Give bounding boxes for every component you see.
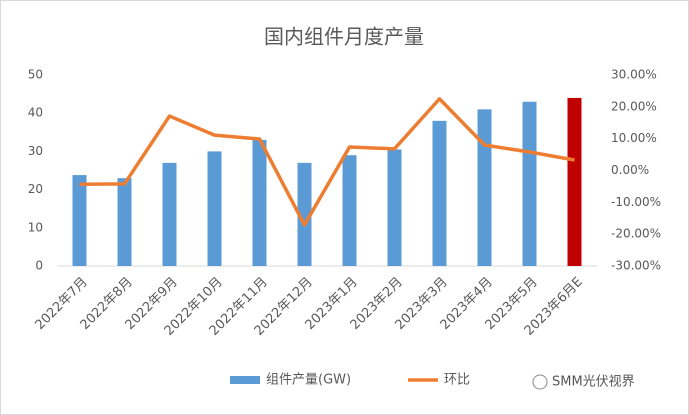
bar — [252, 139, 267, 266]
bar — [522, 101, 537, 267]
y-tick-label: 10 — [28, 220, 43, 234]
legend-label: 环比 — [444, 373, 470, 388]
y2-tick-label: -10.00% — [611, 195, 661, 209]
source-label: SMM光伏视界 — [552, 375, 635, 390]
y2-tick-label: 0.00% — [611, 163, 649, 177]
y2-tick-label: -30.00% — [611, 259, 661, 273]
y2-tick-label: 10.00% — [611, 131, 657, 145]
y-tick-label: 40 — [28, 106, 43, 120]
line — [79, 97, 575, 227]
legend-label: 组件产量(GW) — [266, 373, 351, 388]
bar — [72, 175, 87, 266]
legend-swatch — [230, 376, 260, 384]
bar — [162, 162, 177, 266]
bar — [297, 162, 312, 266]
bar — [567, 97, 582, 266]
bar — [207, 151, 222, 266]
y-tick-label: 0 — [35, 259, 43, 273]
y-tick-label: 30 — [28, 144, 43, 158]
y-tick-label: 20 — [28, 182, 43, 196]
y2-tick-label: -20.00% — [611, 227, 661, 241]
source-icon — [532, 374, 548, 390]
chart-title: 国内组件月度产量 — [264, 25, 424, 49]
y-tick-label: 50 — [28, 68, 43, 82]
bar — [432, 120, 447, 266]
bar — [477, 109, 492, 266]
bar — [387, 149, 402, 266]
bar — [117, 178, 132, 266]
y2-tick-label: 30.00% — [611, 68, 657, 82]
y2-tick-label: 20.00% — [611, 99, 657, 113]
bar — [342, 155, 357, 266]
